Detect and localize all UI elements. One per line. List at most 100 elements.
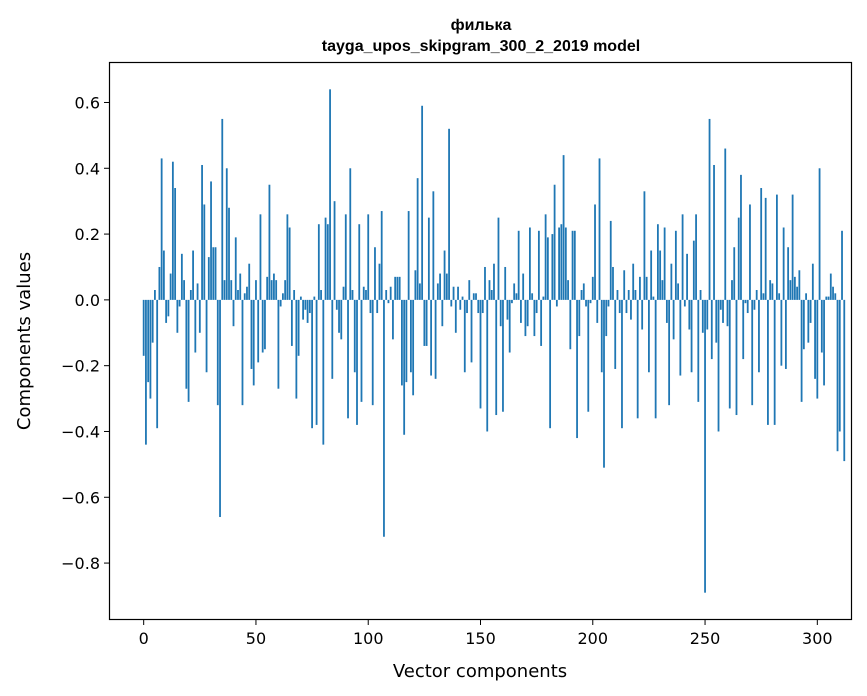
bar	[376, 299, 379, 314]
bar	[836, 299, 839, 452]
x-tick-label: 200	[577, 629, 608, 648]
bar	[643, 191, 646, 300]
bar	[286, 214, 289, 300]
bar	[719, 299, 722, 310]
bar	[641, 299, 644, 330]
bar	[809, 299, 812, 323]
bar	[362, 286, 365, 300]
bar	[409, 299, 412, 373]
bar	[484, 266, 486, 300]
bar	[162, 250, 165, 300]
bar	[784, 299, 787, 369]
bar	[219, 299, 221, 518]
bar	[661, 280, 664, 300]
bar	[416, 178, 419, 300]
y-axis-ticks: 0.6 0.4 0.2 0.0 −0.2 −0.4 −0.6 −0.8	[61, 93, 110, 573]
bar	[717, 299, 720, 432]
bar	[468, 280, 471, 300]
bar	[787, 247, 790, 300]
bar	[412, 299, 415, 396]
bar	[225, 168, 228, 300]
bar	[589, 299, 592, 304]
bar	[625, 299, 628, 314]
bar	[645, 276, 648, 300]
bar	[791, 194, 794, 300]
bar	[546, 237, 549, 300]
bar	[463, 299, 466, 373]
bar	[558, 227, 560, 300]
bar	[340, 299, 343, 340]
y-tick-label: 0.0	[75, 291, 100, 310]
bar	[158, 266, 161, 300]
bar	[735, 299, 738, 416]
bar	[243, 293, 246, 300]
bar	[385, 290, 388, 300]
bar	[324, 217, 327, 300]
bar	[805, 293, 807, 300]
bar	[553, 184, 556, 300]
bar-group	[142, 89, 846, 593]
bar	[383, 299, 385, 537]
bar	[654, 299, 657, 419]
bar	[713, 164, 715, 300]
bar	[338, 299, 340, 333]
bar	[495, 299, 498, 416]
bar	[569, 299, 572, 350]
bar	[174, 188, 177, 300]
bar	[630, 299, 632, 320]
bar	[493, 263, 495, 300]
bar	[535, 299, 538, 314]
bar	[555, 299, 558, 307]
bar	[273, 273, 275, 300]
bar	[762, 293, 765, 300]
bar	[423, 299, 426, 346]
bar	[616, 290, 619, 300]
bar	[531, 293, 534, 300]
bar	[798, 270, 801, 300]
bar	[796, 286, 799, 300]
bar	[176, 299, 179, 333]
bar	[237, 290, 239, 300]
bar	[356, 299, 358, 425]
bar	[466, 299, 468, 314]
bar	[421, 105, 424, 300]
bar	[374, 247, 376, 300]
bar	[297, 299, 300, 356]
bar	[618, 299, 621, 314]
bar	[290, 299, 293, 346]
bar	[369, 299, 372, 314]
bar	[414, 270, 417, 300]
bar	[205, 299, 208, 373]
bar	[627, 290, 630, 300]
bar	[154, 290, 156, 300]
bar	[596, 299, 599, 323]
bar	[210, 181, 212, 300]
bar	[755, 290, 758, 300]
bar	[457, 286, 459, 300]
bar	[196, 283, 199, 300]
bar	[430, 299, 432, 376]
bar	[706, 299, 709, 330]
bar	[223, 280, 226, 300]
y-tick-label: 0.6	[75, 93, 100, 112]
bar	[394, 276, 397, 300]
bar	[674, 230, 677, 300]
bar	[688, 299, 691, 330]
y-tick-label: 0.4	[75, 159, 100, 178]
bar	[607, 299, 610, 307]
bar	[490, 290, 493, 300]
bar	[758, 299, 760, 373]
bar	[183, 280, 185, 300]
bar	[178, 299, 181, 307]
bar	[612, 266, 614, 300]
bar	[699, 290, 702, 300]
bar	[266, 276, 269, 300]
bar	[499, 299, 502, 327]
bar	[445, 273, 448, 300]
bar	[742, 299, 745, 360]
bar	[540, 299, 543, 346]
bar	[701, 299, 704, 333]
bar	[221, 118, 224, 300]
bar	[344, 214, 347, 300]
bar	[603, 299, 605, 468]
